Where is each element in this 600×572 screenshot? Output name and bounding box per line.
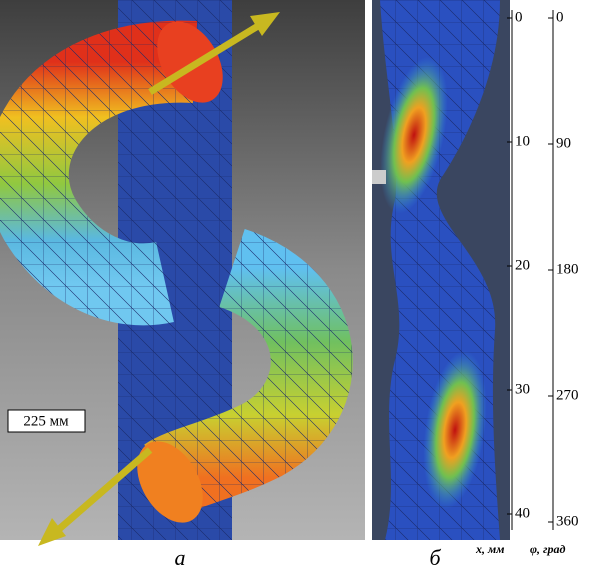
tick-label: 0 — [515, 9, 523, 25]
caption-b: б — [429, 545, 441, 570]
tick-label: 90 — [556, 135, 571, 151]
figure: 225 мм а б x, мм φ, град 0 10 20 30 40 0 90 180… — [0, 0, 600, 572]
dimension-label: 225 мм — [23, 413, 69, 429]
tick-label: 20 — [515, 257, 530, 273]
x-axis-label: x, мм — [475, 542, 504, 556]
tick-label: 40 — [515, 505, 530, 521]
marker — [372, 170, 386, 184]
tick-label: 360 — [556, 513, 579, 529]
tick-label: 10 — [515, 133, 530, 149]
tick-label: 0 — [556, 9, 564, 25]
phi-axis-label: φ, град — [530, 542, 565, 556]
tick-label: 270 — [556, 387, 579, 403]
tick-label: 180 — [556, 261, 579, 277]
caption-a: а — [175, 545, 186, 570]
tick-label: 30 — [515, 381, 530, 397]
